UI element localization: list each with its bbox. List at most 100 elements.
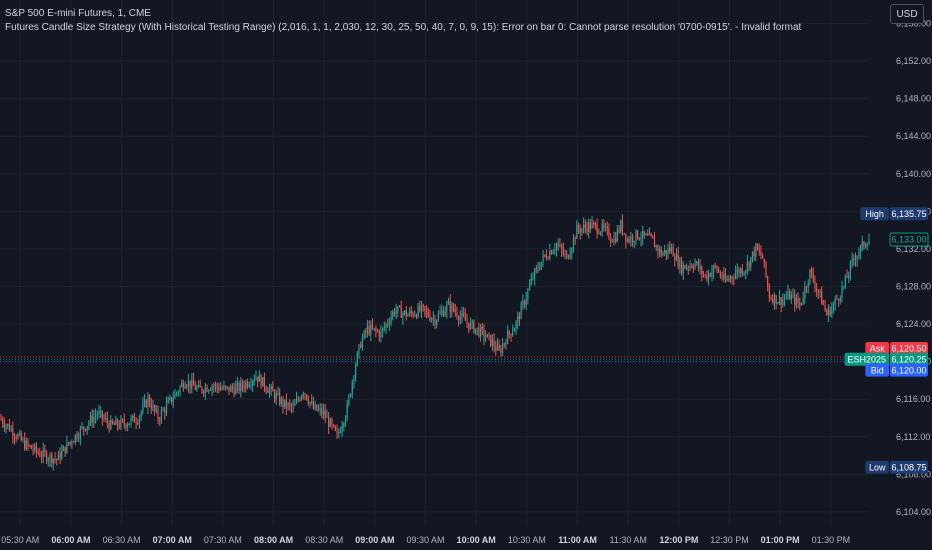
candle-body (338, 432, 340, 434)
candle-body (843, 285, 845, 288)
y-tick-label: 6,144.00 (896, 131, 931, 141)
candle-body (150, 404, 152, 410)
candle-body (439, 312, 441, 315)
candle-body (145, 400, 147, 407)
low-tag-box (865, 460, 889, 474)
candle-body (225, 386, 227, 388)
candle-body (40, 456, 43, 458)
candle-body (191, 379, 193, 388)
candle-body (152, 405, 154, 410)
ask-value-box (890, 341, 928, 355)
candle-body (821, 290, 823, 305)
candle-body (365, 331, 367, 333)
candle-body (238, 382, 240, 391)
candle-body (451, 304, 453, 312)
candle-body (133, 415, 135, 423)
candle-body (32, 449, 34, 451)
candle-body (586, 227, 588, 233)
candle-body (662, 252, 664, 256)
candle-body (375, 328, 377, 331)
candle-body (317, 409, 320, 411)
candle-body (319, 408, 321, 410)
candle-body (799, 303, 801, 305)
candle-body (434, 318, 436, 325)
candle-body (751, 251, 754, 258)
candle-body (333, 424, 335, 427)
x-tick-label: 12:30 PM (710, 535, 749, 545)
candle-body (610, 238, 612, 241)
candle-body (8, 424, 11, 431)
candle-body (290, 404, 293, 408)
candle-body (297, 399, 299, 401)
candle-body (731, 276, 733, 278)
candle-body (682, 265, 684, 274)
candle-body (459, 316, 461, 321)
candle-body (116, 419, 119, 426)
candle-body (601, 224, 603, 233)
bid-badge: 6,120.00 Bid (865, 363, 928, 377)
candle-body (652, 235, 654, 239)
candle-body (98, 411, 100, 415)
candle-body (817, 289, 819, 293)
candle-body (228, 386, 230, 392)
candle-body (787, 291, 789, 298)
candle-body (544, 254, 546, 256)
candle-body (304, 393, 306, 395)
candle-body (576, 225, 578, 239)
candle-body (846, 276, 848, 278)
candle-body (729, 276, 732, 280)
candle-body (768, 286, 770, 299)
candle-body (137, 422, 139, 424)
candle-body (142, 404, 144, 412)
candle-body (566, 253, 568, 256)
candle-body (130, 418, 132, 424)
candle-body (47, 459, 49, 462)
candle-body (437, 314, 439, 321)
candle-body (179, 386, 181, 392)
candle-body (84, 428, 87, 431)
currency-button[interactable]: USD (890, 4, 924, 24)
candle-body (88, 422, 90, 427)
candle-body (287, 403, 289, 408)
candle-body (508, 331, 510, 334)
candle-body (164, 409, 166, 413)
candle-body (76, 434, 78, 439)
candle-body (162, 409, 164, 411)
candle-body (194, 385, 196, 390)
y-tick-label: 6,140.00 (896, 169, 931, 179)
candle-body (258, 375, 260, 382)
candle-body (378, 331, 380, 337)
candle-body (51, 454, 53, 464)
candle-body (767, 276, 769, 287)
candle-body (615, 238, 617, 242)
candle-body (407, 314, 409, 317)
candle-body (485, 337, 487, 339)
candle-body (770, 298, 772, 300)
candle-body (118, 425, 120, 428)
candle-body (719, 272, 721, 277)
candle-body (108, 423, 110, 430)
candle-body (780, 297, 782, 305)
candle-body (748, 262, 750, 267)
y-tick-label: 6,148.00 (896, 94, 931, 104)
candle-body (442, 310, 445, 316)
candle-body (186, 386, 188, 388)
ask-value-label: 6,120.50 (891, 344, 926, 354)
candle-body (707, 273, 710, 280)
candle-body (549, 250, 551, 259)
time-axis[interactable]: 05:30 AM 06:00 AM 06:30 AM 07:00 AM 07:30 AM… (1, 535, 850, 545)
candlestick-series (0, 214, 870, 471)
candle-body (24, 439, 26, 450)
x-tick-label: 01:30 PM (812, 535, 851, 545)
candle-body (765, 262, 767, 277)
price-axis[interactable]: 6,156.006,152.006,148.006,144.006,140.00… (896, 18, 931, 516)
candle-body (113, 423, 115, 425)
candle-body (753, 251, 755, 257)
candle-body (233, 388, 235, 395)
candle-body (329, 419, 331, 427)
candle-body (684, 265, 686, 269)
candle-body (46, 452, 48, 462)
candle-body (385, 323, 387, 328)
candle-body (755, 244, 757, 257)
